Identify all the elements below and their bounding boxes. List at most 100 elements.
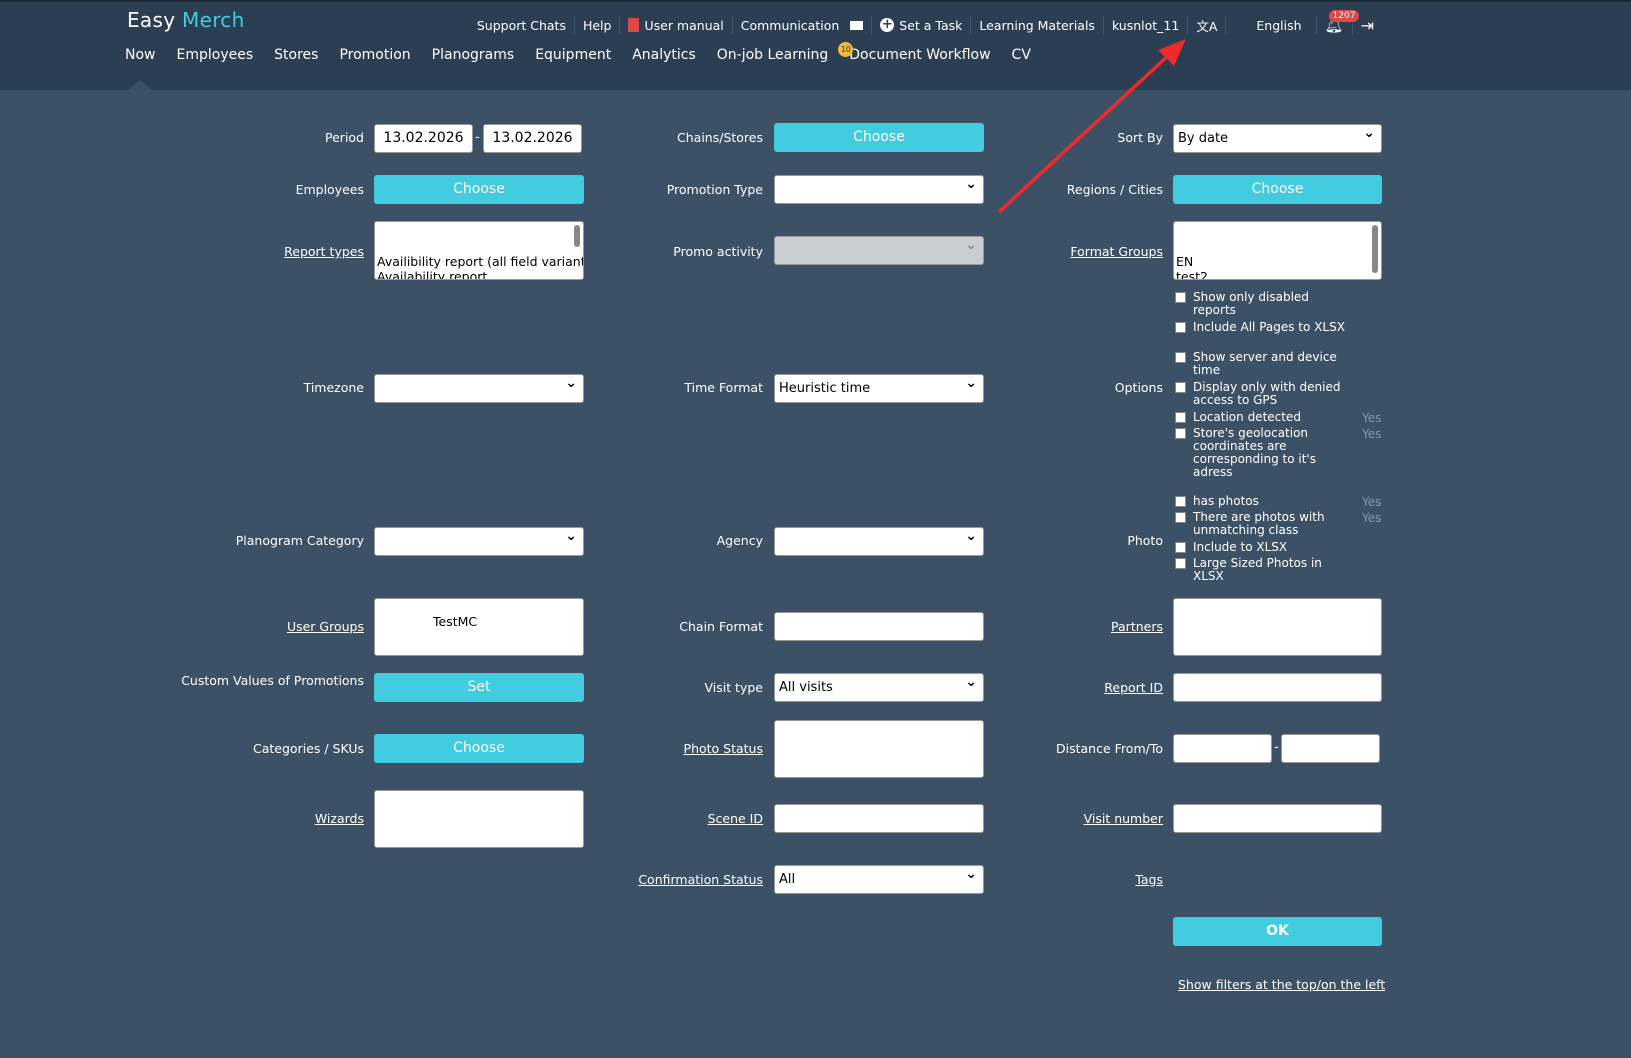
list-item[interactable]: test2 <box>1176 269 1208 280</box>
logout-icon[interactable]: ⇥ <box>1360 15 1374 35</box>
format-groups-list[interactable]: EN test2 <box>1173 221 1382 280</box>
nav-promotion[interactable]: Promotion <box>339 47 411 63</box>
arrow-head <box>1158 39 1186 66</box>
translate-icon[interactable]: 文A <box>1188 16 1227 34</box>
promo-activity-select[interactable] <box>774 232 984 265</box>
promo-activity-label: Promo activity <box>673 244 763 259</box>
checkbox[interactable] <box>1175 496 1186 507</box>
promotion-type-select[interactable] <box>774 171 984 204</box>
report-id-link[interactable]: Report ID <box>1104 680 1163 695</box>
scrollbar[interactable] <box>1372 225 1378 273</box>
scrollbar[interactable] <box>574 225 580 247</box>
confirmation-status-link[interactable]: Confirmation Status <box>638 872 763 887</box>
categories-choose-button[interactable]: Choose <box>374 734 584 763</box>
checkbox[interactable] <box>1175 322 1186 333</box>
time-format-select[interactable]: Heuristic time <box>774 370 984 403</box>
scene-id-input[interactable] <box>774 804 984 833</box>
communication-link[interactable]: Communication <box>733 16 873 34</box>
checkbox[interactable] <box>1175 352 1186 363</box>
photo-large-sized[interactable]: Large Sized Photos in XLSX <box>1175 557 1345 583</box>
user-groups-link[interactable]: User Groups <box>286 619 364 634</box>
option-include-all-pages[interactable]: Include All Pages to XLSX <box>1175 321 1345 334</box>
checkbox[interactable] <box>1175 558 1186 569</box>
yes-label: Yes <box>1362 411 1382 425</box>
wizards-list[interactable] <box>374 790 584 848</box>
ok-button[interactable]: OK <box>1173 917 1382 946</box>
support-chats-link[interactable]: Support Chats <box>469 16 575 34</box>
option-show-disabled[interactable]: Show only disabled reports <box>1175 291 1345 317</box>
report-types-link[interactable]: Report types <box>284 244 364 259</box>
nav-document-workflow[interactable]: 10 Document Workflow <box>838 42 991 63</box>
visit-type-select[interactable]: All visits <box>774 669 984 702</box>
agency-label: Agency <box>716 533 763 548</box>
nav-cv[interactable]: CV <box>1011 47 1031 63</box>
regions-choose-button[interactable]: Choose <box>1173 175 1382 204</box>
nav-equipment[interactable]: Equipment <box>535 47 612 63</box>
wizards-link[interactable]: Wizards <box>314 811 364 826</box>
checkbox[interactable] <box>1175 512 1186 523</box>
list-item[interactable]: EN <box>1176 254 1194 269</box>
show-filters-link[interactable]: Show filters at the top/on the left <box>1178 977 1386 992</box>
timezone-select[interactable] <box>374 370 584 403</box>
distance-from-input[interactable] <box>1173 734 1272 763</box>
planogram-category-select[interactable] <box>374 523 584 556</box>
confirmation-status-select[interactable]: All <box>774 861 984 894</box>
chain-format-input[interactable] <box>774 612 984 641</box>
option-denied-gps[interactable]: Display only with denied access to GPS <box>1175 381 1345 407</box>
top-bar: Support Chats Help User manual Communica… <box>469 10 1382 35</box>
nav-on-job-learning[interactable]: On-job Learning <box>716 47 829 63</box>
user-groups-list[interactable]: TestMC <box>374 598 584 656</box>
checkbox[interactable] <box>1175 428 1186 439</box>
user-manual-link[interactable]: User manual <box>620 16 733 34</box>
options-label: Options <box>1114 380 1163 395</box>
set-task-link[interactable]: + Set a Task <box>872 16 972 34</box>
nav-employees[interactable]: Employees <box>176 47 254 63</box>
nav-now[interactable]: Now <box>125 47 156 63</box>
employees-label: Employees <box>295 182 364 197</box>
photo-status-list[interactable] <box>774 720 984 778</box>
photo-has-photos[interactable]: has photos <box>1175 495 1345 508</box>
nav-analytics[interactable]: Analytics <box>632 47 696 63</box>
yes-label: Yes <box>1362 495 1382 509</box>
language-select[interactable]: English <box>1226 16 1317 34</box>
report-types-list[interactable]: Availibility report (all field variants)… <box>374 221 584 280</box>
photo-include-xlsx[interactable]: Include to XLSX <box>1175 541 1345 554</box>
option-server-device-time[interactable]: Show server and device time <box>1175 351 1345 377</box>
custom-values-set-button[interactable]: Set <box>374 673 584 702</box>
visit-number-link[interactable]: Visit number <box>1083 811 1163 826</box>
checkbox[interactable] <box>1175 412 1186 423</box>
checkbox[interactable] <box>1175 292 1186 303</box>
distance-label: Distance From/To <box>1056 741 1163 756</box>
option-store-geolocation[interactable]: Store's geolocation coordinates are corr… <box>1175 427 1345 479</box>
option-location-detected[interactable]: Location detected <box>1175 411 1345 424</box>
photo-unmatching-class[interactable]: There are photos with unmatching class <box>1175 511 1345 537</box>
chains-choose-button[interactable]: Choose <box>774 123 984 152</box>
distance-to-input[interactable] <box>1281 734 1380 763</box>
report-id-input[interactable] <box>1173 673 1382 702</box>
format-groups-link[interactable]: Format Groups <box>1070 244 1163 259</box>
help-link[interactable]: Help <box>575 16 621 34</box>
checkbox[interactable] <box>1175 542 1186 553</box>
nav-stores[interactable]: Stores <box>274 47 319 63</box>
photo-status-link[interactable]: Photo Status <box>683 741 763 756</box>
visit-number-input[interactable] <box>1173 804 1382 833</box>
nav-planograms[interactable]: Planograms <box>431 47 515 63</box>
agency-select[interactable] <box>774 523 984 556</box>
list-item[interactable]: Availibility report (all field variants) <box>377 254 584 269</box>
date-from-input[interactable]: 13.02.2026 <box>374 124 473 153</box>
date-to-input[interactable]: 13.02.2026 <box>483 124 582 153</box>
list-item[interactable]: TestMC <box>433 614 478 629</box>
main-nav: Now Employees Stores Promotion Planogram… <box>125 42 1031 63</box>
scene-id-link[interactable]: Scene ID <box>707 811 763 826</box>
checkbox[interactable] <box>1175 382 1186 393</box>
learning-materials-link[interactable]: Learning Materials <box>971 16 1104 34</box>
sort-by-select[interactable]: By date <box>1173 120 1382 153</box>
partners-link[interactable]: Partners <box>1111 619 1163 634</box>
list-item[interactable]: Availability report <box>377 269 488 280</box>
tags-link[interactable]: Tags <box>1135 872 1163 887</box>
partners-list[interactable] <box>1173 598 1382 656</box>
logo[interactable]: Easy Merch <box>127 8 245 32</box>
username-link[interactable]: kusnlot_11 <box>1104 16 1189 34</box>
bell-icon[interactable]: 🔔︎ 1207 <box>1317 10 1360 34</box>
employees-choose-button[interactable]: Choose <box>374 175 584 204</box>
